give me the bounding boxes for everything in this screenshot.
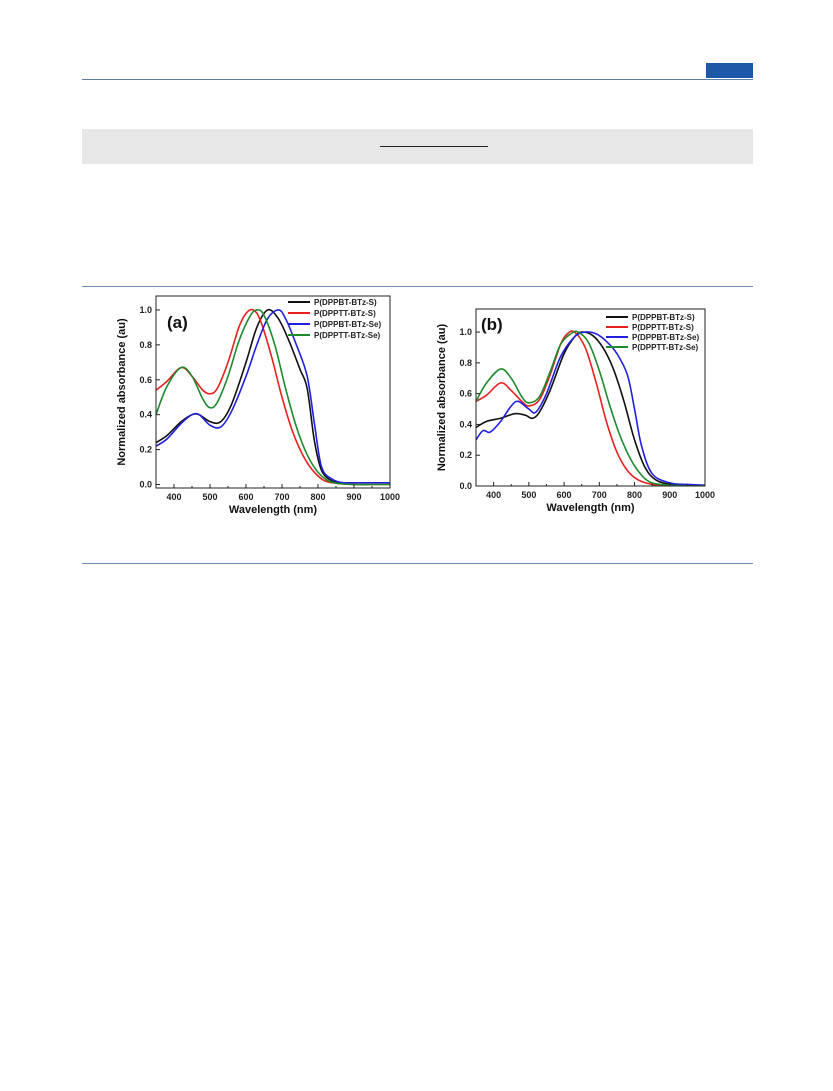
series-line-3 [476, 331, 705, 486]
y-tick-label: 0.8 [139, 340, 152, 350]
absorbance-chart-a: 400 500 600 700 800 900 1000 0.0 0.2 0.4 0.6 0.8 1.0… [116, 295, 400, 516]
y-tick-label: 0.8 [459, 358, 472, 368]
y-tick-label: 0.6 [139, 375, 152, 385]
x-tick-label: 700 [592, 490, 607, 500]
figure-top-rule [82, 286, 753, 287]
y-axis-label: Normalized absorbance (au) [436, 324, 448, 472]
x-tick-label: 900 [662, 490, 677, 500]
y-tick-label: 0.0 [139, 480, 152, 490]
y-tick-label: 0.0 [459, 481, 472, 491]
panel-label: (b) [481, 315, 503, 334]
header-color-tab [706, 63, 753, 78]
absorbance-chart-b: 400 500 600 700 800 900 1000 0.0 0.2 0.4 0.6 0.8 1.0… [436, 308, 715, 514]
legend-entry: P(DPPTT-BTz-S) [314, 309, 376, 318]
x-axis-label: Wavelength (nm) [229, 504, 318, 516]
x-tick-label: 400 [166, 492, 181, 502]
x-tick-label: 900 [346, 492, 361, 502]
x-tick-label: 1000 [380, 492, 400, 502]
legend-entry: P(DPPBT-BTz-Se) [632, 333, 699, 342]
plot-frame [155, 295, 391, 489]
x-tick-label: 500 [521, 490, 536, 500]
y-tick-label: 0.6 [459, 389, 472, 399]
x-tick-label: 600 [238, 492, 253, 502]
legend-entry: P(DPPTT-BTz-Se) [632, 343, 699, 352]
x-tick-label: 700 [274, 492, 289, 502]
figure-bottom-rule [82, 563, 753, 564]
y-axis-label: Normalized absorbance (au) [116, 318, 128, 466]
legend-entry: P(DPPBT-BTz-Se) [314, 320, 381, 329]
series-line-3 [156, 309, 390, 484]
y-tick-label: 1.0 [139, 305, 152, 315]
x-tick-label: 600 [557, 490, 572, 500]
x-tick-label: 500 [202, 492, 217, 502]
x-tick-label: 800 [310, 492, 325, 502]
x-tick-label: 400 [486, 490, 501, 500]
y-tick-label: 0.4 [459, 419, 472, 429]
series-line-4 [156, 309, 390, 486]
header-rule [82, 79, 753, 80]
panel-label: (a) [167, 313, 188, 332]
legend-entry: P(DPPBT-BTz-S) [632, 313, 695, 322]
series-line-2 [476, 330, 705, 486]
x-axis-label: Wavelength (nm) [546, 502, 635, 514]
y-tick-label: 0.2 [139, 445, 152, 455]
series-line-1 [476, 331, 705, 486]
legend-entry: P(DPPTT-BTz-Se) [314, 331, 381, 340]
legend-entry: P(DPPBT-BTz-S) [314, 298, 377, 307]
x-tick-label: 800 [627, 490, 642, 500]
y-tick-label: 0.2 [459, 450, 472, 460]
y-tick-label: 1.0 [459, 327, 472, 337]
y-tick-label: 0.4 [139, 410, 152, 420]
series-line-4 [476, 330, 705, 486]
plot-frame [475, 308, 706, 487]
x-tick-label: 1000 [695, 490, 715, 500]
table-header-underline [380, 146, 488, 147]
legend-entry: P(DPPTT-BTz-S) [632, 323, 694, 332]
